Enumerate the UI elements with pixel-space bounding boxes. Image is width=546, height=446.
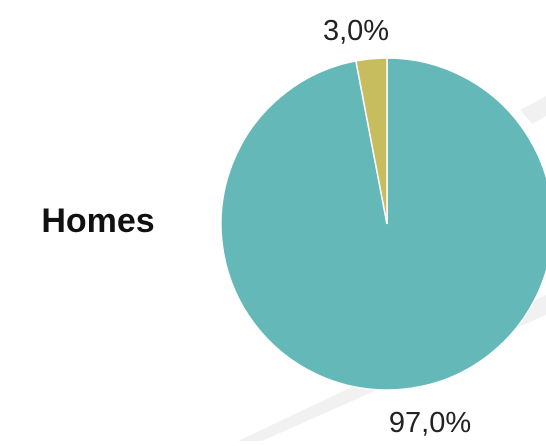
pie-slice-0 (220, 57, 546, 391)
pie-slice-1 (355, 57, 388, 225)
slice-label-97: 97,0% (389, 407, 471, 439)
chart-title: Homes (41, 202, 154, 240)
pie-slices (220, 57, 546, 391)
background-watermark-stripe-top (520, 96, 546, 124)
slice-label-3: 3,0% (323, 15, 389, 47)
